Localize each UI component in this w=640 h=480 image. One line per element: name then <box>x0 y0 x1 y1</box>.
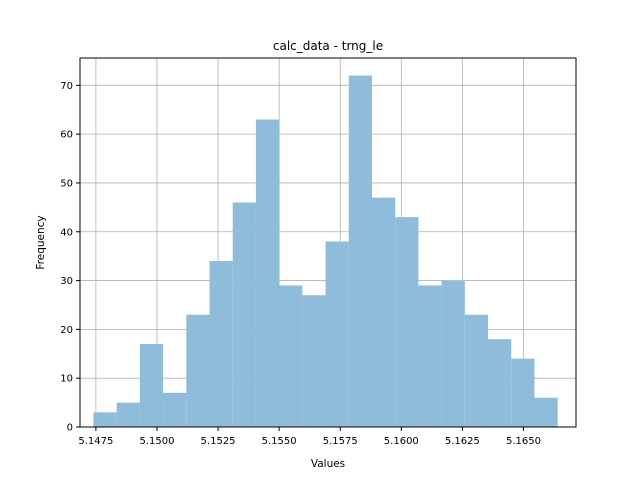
y-tick-label: 50 <box>60 178 73 189</box>
x-tick-label: 5.1525 <box>201 436 236 447</box>
y-tick-label: 30 <box>60 276 73 287</box>
histogram-bar <box>209 261 233 427</box>
y-tick-label: 20 <box>60 325 73 336</box>
x-tick-label: 5.1550 <box>262 436 297 447</box>
histogram-bar <box>534 397 558 427</box>
histogram-bar <box>232 202 256 427</box>
x-axis-label: Values <box>311 458 345 470</box>
y-tick-label: 0 <box>67 423 73 434</box>
histogram-bar <box>395 217 419 427</box>
y-tick-label: 60 <box>60 130 73 141</box>
histogram-bar <box>139 344 164 427</box>
histogram-bar <box>488 339 512 427</box>
histogram-bar <box>186 314 210 427</box>
histogram-bar <box>93 412 117 427</box>
x-tick-label: 5.1475 <box>78 436 113 447</box>
histogram-bar <box>511 358 535 427</box>
histogram-bar <box>302 295 326 427</box>
histogram-bars <box>93 75 558 428</box>
x-tick-label: 5.1575 <box>323 436 358 447</box>
histogram-bar <box>348 75 372 428</box>
y-axis-label: Frequency <box>35 215 47 269</box>
histogram-bar <box>371 197 396 427</box>
histogram-bar <box>163 392 187 427</box>
x-tick-label: 5.1625 <box>445 436 480 447</box>
histogram-bar <box>279 285 303 427</box>
y-tick-label: 70 <box>60 81 73 92</box>
histogram-bar <box>325 241 349 427</box>
y-tick-label: 40 <box>60 227 73 238</box>
histogram-bar <box>255 119 280 427</box>
histogram-bar <box>418 285 442 427</box>
y-tick-label: 10 <box>60 374 73 385</box>
histogram-bar <box>116 402 140 427</box>
histogram-bar <box>441 280 465 427</box>
x-tick-label: 5.1600 <box>384 436 419 447</box>
x-tick-label: 5.1650 <box>506 436 541 447</box>
axis-ticks: 5.1475 5.1500 5.1525 5.1550 5.1575 5.1600 5.16… <box>60 81 541 447</box>
axes-frame <box>79 57 577 428</box>
chart-title: calc_data - trng_le <box>273 39 383 53</box>
histogram-bar <box>464 314 489 427</box>
x-tick-label: 5.1500 <box>139 436 174 447</box>
